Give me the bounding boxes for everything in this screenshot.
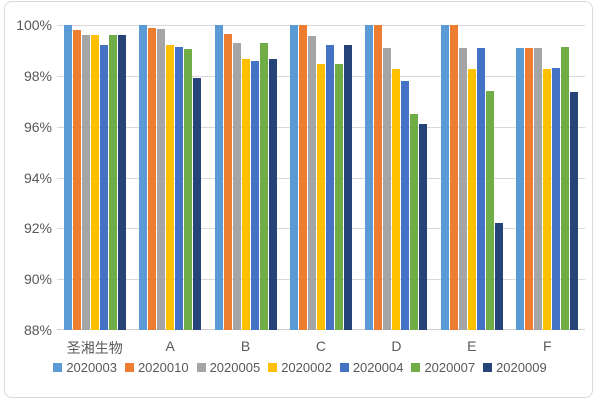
legend-swatch-icon bbox=[53, 363, 63, 372]
legend-label: 2020004 bbox=[352, 360, 404, 375]
bar-2020003 bbox=[516, 48, 525, 330]
bar-2020007 bbox=[485, 91, 494, 330]
x-axis-labels: 圣湘生物 A B C D E F bbox=[57, 338, 585, 358]
legend-item-2020004: 2020004 bbox=[339, 360, 404, 375]
legend-item-2020007: 2020007 bbox=[411, 360, 475, 375]
bar-group-2 bbox=[132, 25, 207, 330]
bar-2020002 bbox=[90, 35, 99, 330]
gridline bbox=[57, 25, 585, 26]
bar-2020010 bbox=[449, 25, 458, 330]
bar-2020010 bbox=[72, 30, 81, 330]
bar-2020009 bbox=[193, 78, 202, 330]
bar-2020003 bbox=[365, 25, 374, 330]
bar-2020009 bbox=[419, 124, 428, 330]
legend-item-2020010: 2020010 bbox=[124, 360, 189, 375]
bar-2020007 bbox=[334, 64, 343, 330]
bar-group-4 bbox=[283, 25, 358, 330]
x-category-label: E bbox=[467, 338, 477, 354]
bar-2020007 bbox=[561, 47, 570, 330]
bar-2020010 bbox=[223, 34, 232, 330]
bar-2020005 bbox=[157, 29, 166, 330]
bar-2020004 bbox=[99, 45, 108, 330]
bar-group-3 bbox=[208, 25, 283, 330]
x-category-label: F bbox=[542, 338, 552, 354]
legend-label: 2020002 bbox=[281, 360, 332, 375]
y-tick-label: 88% bbox=[23, 322, 52, 338]
legend-label: 2020007 bbox=[424, 360, 476, 375]
y-axis-labels: 88% 90% 92% 94% 96% 98% 100% bbox=[6, 17, 52, 338]
bar-2020003 bbox=[139, 25, 148, 330]
bar-2020010 bbox=[148, 28, 157, 330]
bar-2020004 bbox=[552, 68, 561, 330]
bar-2020007 bbox=[184, 49, 193, 330]
legend-label: 2020003 bbox=[66, 360, 117, 375]
legend-swatch-icon bbox=[339, 363, 349, 372]
bar-2020004 bbox=[401, 81, 410, 330]
chart-legend: 2020003 2020010 2020005 2020002 2020004 20200… bbox=[0, 360, 600, 375]
bar-2020007 bbox=[108, 35, 117, 330]
legend-label: 2020009 bbox=[496, 360, 547, 375]
bar-2020009 bbox=[343, 45, 352, 330]
bar-group-5 bbox=[359, 25, 434, 330]
legend-item-2020005: 2020005 bbox=[196, 360, 261, 375]
y-tick-label: 100% bbox=[16, 17, 52, 33]
bar-2020005 bbox=[383, 48, 392, 330]
x-category-label: 圣湘生物 bbox=[66, 340, 123, 356]
bar-2020010 bbox=[525, 48, 534, 330]
bar-group-1 bbox=[57, 25, 132, 330]
y-tick-label: 92% bbox=[23, 220, 52, 236]
bar-2020002 bbox=[467, 69, 476, 330]
legend-label: 2020010 bbox=[137, 360, 189, 375]
legend-item-2020009: 2020009 bbox=[483, 360, 547, 375]
bar-2020003 bbox=[63, 25, 72, 330]
legend-swatch-icon bbox=[411, 363, 421, 372]
bar-2020002 bbox=[316, 64, 325, 330]
bar-2020002 bbox=[543, 69, 552, 330]
x-category-label: D bbox=[391, 338, 402, 354]
legend-swatch-icon bbox=[124, 363, 134, 372]
bar-2020002 bbox=[241, 59, 250, 330]
bar-2020009 bbox=[117, 35, 126, 330]
bar-2020003 bbox=[440, 25, 449, 330]
bar-2020005 bbox=[534, 48, 543, 330]
bar-2020009 bbox=[268, 59, 277, 330]
legend-swatch-icon bbox=[483, 363, 493, 372]
y-tick-label: 98% bbox=[23, 68, 52, 84]
bar-2020003 bbox=[289, 25, 298, 330]
x-category-label: B bbox=[240, 338, 251, 354]
bar-2020004 bbox=[476, 48, 485, 330]
bar-2020004 bbox=[250, 61, 259, 330]
bar-2020007 bbox=[259, 43, 268, 330]
bar-2020005 bbox=[81, 35, 90, 330]
bar-groups bbox=[57, 25, 585, 330]
bar-2020010 bbox=[374, 25, 383, 330]
bar-2020004 bbox=[325, 45, 334, 330]
bar-2020010 bbox=[298, 25, 307, 330]
legend-swatch-icon bbox=[196, 363, 206, 372]
legend-swatch-icon bbox=[268, 363, 278, 372]
y-tick-label: 90% bbox=[23, 271, 52, 287]
y-tick-label: 96% bbox=[23, 119, 52, 135]
bar-2020007 bbox=[410, 114, 419, 330]
bar-2020003 bbox=[214, 25, 223, 330]
bar-2020004 bbox=[175, 47, 184, 330]
bar-2020009 bbox=[570, 92, 579, 330]
x-category-label: C bbox=[315, 338, 327, 354]
legend-item-2020002: 2020002 bbox=[268, 360, 332, 375]
bar-2020005 bbox=[458, 48, 467, 330]
bar-2020002 bbox=[392, 69, 401, 330]
x-category-label: A bbox=[165, 338, 175, 354]
legend-item-2020003: 2020003 bbox=[53, 360, 117, 375]
y-tick-label: 94% bbox=[23, 170, 52, 186]
bar-group-6 bbox=[434, 25, 509, 330]
plot-area bbox=[57, 25, 585, 330]
bar-2020005 bbox=[232, 43, 241, 330]
bar-2020005 bbox=[307, 36, 316, 330]
legend-label: 2020005 bbox=[209, 360, 261, 375]
bar-2020009 bbox=[494, 223, 503, 330]
bar-group-7 bbox=[510, 25, 585, 330]
bar-2020002 bbox=[166, 45, 175, 330]
